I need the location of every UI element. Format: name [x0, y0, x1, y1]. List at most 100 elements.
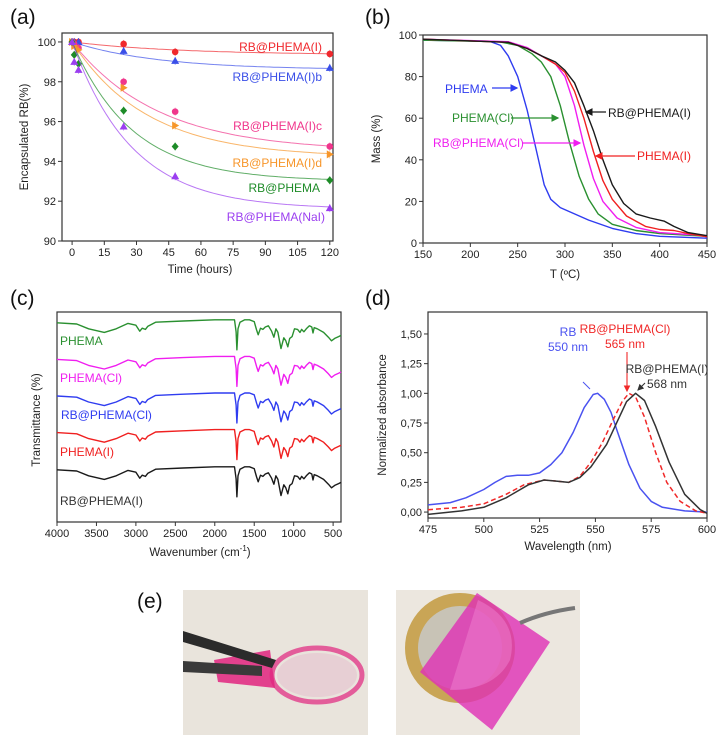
- x-tick-label: 105: [288, 247, 306, 259]
- y-tick-label: 90: [44, 236, 56, 248]
- series-label-a-3: RB@PHEMA(I)d: [232, 156, 322, 170]
- x-tick-label: 500: [475, 524, 493, 536]
- data-point: [68, 37, 77, 45]
- data-point: [120, 106, 128, 115]
- ftir-spectrum-4: [56, 466, 342, 498]
- x-tick-label: 150: [414, 249, 432, 261]
- x-tick-label: 3000: [124, 528, 148, 540]
- chart-d-uvvis: 475 500 525 550 575 600 0,00 0,25 0,50 0,75 1,00 1,…: [401, 311, 716, 536]
- data-point: [119, 46, 128, 54]
- y-tick-label: 80: [405, 72, 417, 84]
- x-tick-label: 45: [163, 247, 175, 259]
- data-point: [171, 108, 179, 115]
- data-point: [120, 40, 127, 48]
- x-tick-label: 575: [642, 524, 660, 536]
- x-tick-label: 350: [603, 249, 621, 261]
- ftir-spectrum-2: [56, 392, 342, 424]
- series-label-c-1: PHEMA(Cl): [60, 371, 122, 385]
- data-point: [325, 63, 334, 71]
- fit-line-5: [71, 41, 330, 208]
- annotation-d-rb-phema-i: RB@PHEMA(I): [626, 362, 709, 376]
- y-tick-label: 0: [411, 238, 417, 250]
- ylabel-a: Encapsulated RB(%): [19, 83, 31, 190]
- y-tick-label: 0,75: [401, 418, 422, 430]
- data-point: [171, 56, 180, 64]
- fit-line-3: [71, 41, 330, 155]
- fit-line-1: [71, 41, 330, 69]
- arrow-d-rb: [582, 381, 591, 390]
- x-tick-label: 400: [650, 249, 668, 261]
- tga-line-2: [422, 38, 708, 237]
- series-label-a-0: RB@PHEMA(I): [239, 40, 322, 54]
- series-label-c-2: RB@PHEMA(Cl): [61, 408, 152, 422]
- data-point: [171, 142, 179, 151]
- photo-coin-film: [396, 590, 580, 735]
- y-tick-label: 0,25: [401, 477, 422, 489]
- y-tick-label: 1,50: [401, 329, 422, 341]
- xlabel-c: Wavenumber (cm-1): [149, 544, 250, 559]
- x-tick-label: 75: [227, 247, 239, 259]
- chart-c-ftir: 4000 3500 3000 2500 2000 1500 1000 500: [45, 311, 342, 540]
- y-tick-label: 96: [44, 117, 56, 129]
- y-tick-label: 60: [405, 113, 417, 125]
- data-point: [70, 57, 79, 65]
- y-tick-label: 1,25: [401, 359, 422, 371]
- annotation-b-phema-cl: PHEMA(Cl): [452, 111, 514, 125]
- y-tick-label: 40: [405, 155, 417, 167]
- ftir-spectrum-0: [56, 319, 342, 351]
- x-tick-label: 2000: [203, 528, 227, 540]
- data-point: [75, 45, 83, 54]
- arrow-d-rb-phema-i: [637, 382, 646, 391]
- data-point: [326, 176, 334, 185]
- x-tick-label: 15: [98, 247, 110, 259]
- ylabel-b: Mass (%): [371, 115, 383, 164]
- chart-a-release: 0 15 30 45 60 75 90 105 120 90 92 94 96 98 100: [38, 32, 339, 259]
- data-point: [171, 172, 180, 180]
- y-tick-label: 100: [399, 30, 417, 42]
- absorbance-line-2: [427, 392, 708, 516]
- plot-frame: [56, 311, 342, 523]
- ylabel-d: Normalized absorbance: [377, 354, 389, 475]
- data-point: [325, 204, 334, 212]
- y-tick-label: 92: [44, 196, 56, 208]
- x-tick-label: 250: [508, 249, 526, 261]
- annotation-d-rb-phema-cl: RB@PHEMA(Cl): [580, 322, 671, 336]
- x-tick-label: 550: [586, 524, 604, 536]
- x-tick-label: 2500: [163, 528, 187, 540]
- data-point: [326, 50, 334, 58]
- x-tick-label: 0: [69, 247, 75, 259]
- panel-label-e: (e): [137, 590, 163, 613]
- panel-label-b: (b): [365, 6, 391, 29]
- data-point: [326, 143, 334, 150]
- annotation-b-phema: PHEMA: [445, 82, 488, 96]
- xlabel-b: T (ºC): [550, 269, 580, 281]
- x-tick-label: 4000: [45, 528, 69, 540]
- x-tick-label: 200: [461, 249, 479, 261]
- series-label-a-5: RB@PHEMA(NaI): [227, 210, 325, 224]
- series-label-a-4: RB@PHEMA: [248, 181, 320, 195]
- photo-flexible-film: [183, 590, 368, 735]
- fit-line-4: [71, 41, 330, 180]
- data-point: [74, 65, 83, 73]
- y-tick-label: 20: [405, 196, 417, 208]
- xlabel-c-main: Wavenumber (cm: [149, 547, 239, 559]
- annotation-d-rb-peak: 550 nm: [548, 340, 588, 354]
- ftir-spectrum-3: [56, 428, 342, 461]
- tga-line-4: [422, 38, 708, 237]
- x-tick-label: 450: [698, 249, 716, 261]
- y-tick-label: 100: [38, 37, 56, 49]
- xlabel-c-end: ): [247, 547, 251, 559]
- x-tick-label: 120: [321, 247, 339, 259]
- tweezers-tip-icon: [519, 606, 576, 625]
- x-tick-label: 3500: [84, 528, 108, 540]
- series-label-a-2: RB@PHEMA(I)c: [233, 119, 322, 133]
- panel-label-c: (c): [10, 287, 35, 310]
- x-tick-label: 475: [419, 524, 437, 536]
- fit-line-2: [71, 41, 330, 147]
- y-tick-label: 94: [44, 156, 56, 168]
- panel-label-a: (a): [10, 6, 36, 29]
- tga-line-0: [422, 39, 708, 239]
- plot-frame: [427, 311, 708, 519]
- data-point: [119, 122, 128, 130]
